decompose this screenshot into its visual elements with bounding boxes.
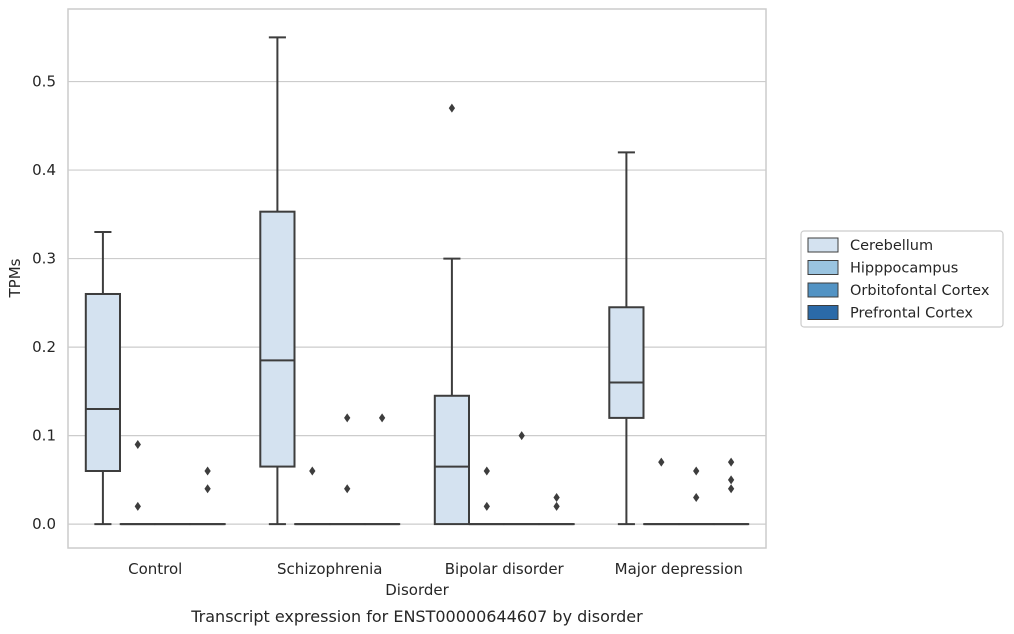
x-tick-label: Major depression [615, 560, 743, 578]
legend-label: Cerebellum [850, 238, 933, 254]
outlier-point [344, 484, 351, 494]
plot-frame [67, 8, 767, 549]
y-tick-label: 0.3 [32, 250, 56, 268]
box-cerebellum [608, 151, 645, 526]
box-prefrontal-cortex [189, 466, 226, 526]
legend-frame [800, 230, 1004, 328]
box-orbitofontal-cortex [503, 431, 540, 526]
legend-swatch [807, 260, 839, 275]
outlier-point [693, 493, 700, 503]
box-body [84, 292, 122, 472]
box-prefrontal-cortex [363, 413, 401, 526]
box-prefrontal-cortex [712, 457, 750, 526]
outlier-point [553, 493, 560, 503]
outlier-point [309, 466, 316, 476]
x-tick-labels: Control Schizophrenia Bipolar disorder Majo… [128, 560, 743, 578]
x-tick-label: Schizophrenia [277, 560, 382, 578]
y-tick-label: 0.1 [32, 427, 56, 445]
legend-label: Prefrontal Cortex [850, 306, 973, 322]
y-tick-label: 0.5 [32, 73, 56, 91]
outlier-point [483, 501, 490, 511]
outlier-point [483, 466, 490, 476]
y-tick-label: 0.2 [32, 338, 56, 356]
legend-swatch [807, 282, 839, 298]
legend-swatch [807, 305, 839, 320]
outlier-point [693, 466, 700, 476]
box-body [433, 394, 471, 526]
box-orbitofontal-cortex [678, 466, 715, 526]
legend-label: Hipppocampus [850, 261, 958, 277]
outlier-point [658, 457, 665, 467]
y-tick-labels: 0.0 0.1 0.2 0.3 0.4 0.5 [32, 73, 56, 534]
box-orbitofontal-cortex [329, 413, 366, 526]
outlier-point [727, 457, 735, 467]
outlier-point [134, 439, 141, 449]
outlier-point [553, 501, 560, 511]
box-hipppocampus [119, 439, 156, 526]
outlier-point [518, 431, 525, 441]
x-axis-label: Disorder [385, 581, 449, 599]
outlier-point [134, 501, 141, 511]
box-prefrontal-cortex [538, 493, 575, 526]
legend: Cerebellum Hipppocampus Orbitofontal Corte… [800, 230, 1004, 328]
box-hipppocampus [294, 466, 331, 526]
box-cerebellum [433, 103, 471, 526]
box-cerebellum [259, 36, 296, 526]
legend-label: Orbitofontal Cortex [850, 283, 990, 299]
outlier-point [378, 413, 386, 423]
x-tick-label: Control [128, 560, 182, 578]
y-tick-label: 0.0 [32, 515, 56, 533]
legend-swatch [807, 237, 839, 253]
outlier-point [204, 484, 211, 494]
boxes-layer [84, 36, 750, 526]
outlier-point [727, 484, 735, 494]
y-axis-label: TPMs [6, 258, 24, 298]
box-body [259, 210, 296, 468]
outlier-point [204, 466, 211, 476]
x-tick-label: Bipolar disorder [445, 560, 565, 578]
y-tick-label: 0.4 [32, 161, 56, 179]
outlier-point [727, 475, 735, 485]
box-hipppocampus [643, 457, 680, 526]
box-body [608, 306, 645, 419]
box-hipppocampus [468, 466, 505, 526]
box-cerebellum [84, 231, 122, 526]
outlier-point [344, 413, 351, 423]
chart-caption: Transcript expression for ENST0000064460… [190, 607, 643, 626]
outlier-point [448, 103, 456, 113]
